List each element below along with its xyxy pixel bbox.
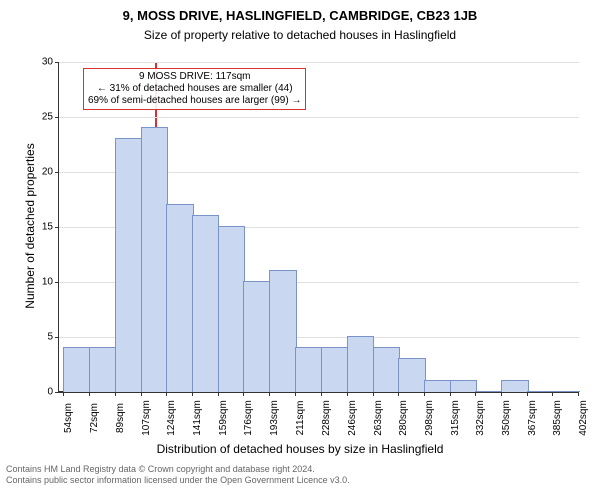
bar <box>475 391 503 392</box>
bar <box>424 380 452 392</box>
footer-line2: Contains public sector information licen… <box>6 475 350 486</box>
xtick-mark <box>192 392 193 396</box>
xtick-label: 367sqm <box>527 400 538 436</box>
bar <box>398 358 426 392</box>
xtick-mark <box>141 392 142 396</box>
xtick-label: 107sqm <box>141 400 152 436</box>
ytick-label: 5 <box>47 332 59 343</box>
bar <box>552 391 580 392</box>
bar <box>373 347 401 392</box>
xtick-label: 280sqm <box>398 400 409 436</box>
xtick-mark <box>373 392 374 396</box>
xtick-label: 350sqm <box>501 400 512 436</box>
xtick-label: 385sqm <box>552 400 563 436</box>
xtick-label: 193sqm <box>269 400 280 436</box>
ytick-label: 0 <box>47 387 59 398</box>
xtick-mark <box>243 392 244 396</box>
xtick-mark <box>218 392 219 396</box>
xtick-mark <box>527 392 528 396</box>
ytick-label: 25 <box>42 112 59 123</box>
bar <box>115 138 143 392</box>
bar <box>243 281 271 392</box>
xtick-mark <box>578 392 579 396</box>
xtick-label: 298sqm <box>424 400 435 436</box>
xtick-label: 246sqm <box>347 400 358 436</box>
y-axis-label: Number of detached properties <box>23 126 37 326</box>
xtick-label: 159sqm <box>218 400 229 436</box>
annotation-line3: 69% of semi-detached houses are larger (… <box>88 95 301 107</box>
xtick-label: 124sqm <box>166 400 177 436</box>
xtick-label: 332sqm <box>475 400 486 436</box>
xtick-mark <box>475 392 476 396</box>
bar <box>192 215 220 392</box>
annotation-box: 9 MOSS DRIVE: 117sqm ← 31% of detached h… <box>83 68 306 110</box>
gridline <box>59 117 579 118</box>
ytick-label: 10 <box>42 277 59 288</box>
ytick-label: 20 <box>42 167 59 178</box>
xtick-mark <box>115 392 116 396</box>
xtick-mark <box>347 392 348 396</box>
x-axis-label: Distribution of detached houses by size … <box>0 442 600 456</box>
bar <box>501 380 529 392</box>
xtick-mark <box>63 392 64 396</box>
xtick-label: 176sqm <box>243 400 254 436</box>
xtick-label: 89sqm <box>115 403 126 433</box>
bar <box>295 347 323 392</box>
chart-subtitle: Size of property relative to detached ho… <box>0 28 600 42</box>
bar <box>527 391 555 392</box>
chart-container: 9, MOSS DRIVE, HASLINGFIELD, CAMBRIDGE, … <box>0 0 600 500</box>
bar <box>89 347 117 392</box>
bar <box>141 127 169 392</box>
gridline <box>59 62 579 63</box>
xtick-label: 54sqm <box>63 403 74 433</box>
xtick-label: 211sqm <box>295 401 306 436</box>
xtick-mark <box>166 392 167 396</box>
footer: Contains HM Land Registry data © Crown c… <box>6 464 350 486</box>
bar <box>321 347 349 392</box>
bar <box>166 204 194 392</box>
xtick-label: 402sqm <box>578 400 589 436</box>
xtick-mark <box>501 392 502 396</box>
ytick-label: 30 <box>42 57 59 68</box>
xtick-mark <box>89 392 90 396</box>
xtick-mark <box>424 392 425 396</box>
xtick-mark <box>450 392 451 396</box>
xtick-label: 263sqm <box>373 400 384 436</box>
bar <box>218 226 246 392</box>
ytick-label: 15 <box>42 222 59 233</box>
bar <box>450 380 478 392</box>
xtick-label: 315sqm <box>450 400 461 436</box>
xtick-mark <box>269 392 270 396</box>
chart-title: 9, MOSS DRIVE, HASLINGFIELD, CAMBRIDGE, … <box>0 8 600 23</box>
xtick-label: 72sqm <box>89 403 100 433</box>
bar <box>269 270 297 392</box>
xtick-mark <box>321 392 322 396</box>
annotation-line2: ← 31% of detached houses are smaller (44… <box>88 83 301 95</box>
footer-line1: Contains HM Land Registry data © Crown c… <box>6 464 350 475</box>
xtick-label: 228sqm <box>321 400 332 436</box>
bar <box>63 347 91 392</box>
xtick-mark <box>552 392 553 396</box>
plot-area: 9 MOSS DRIVE: 117sqm ← 31% of detached h… <box>58 62 579 393</box>
bar <box>347 336 375 392</box>
xtick-label: 141sqm <box>192 400 203 436</box>
xtick-mark <box>398 392 399 396</box>
annotation-line1: 9 MOSS DRIVE: 117sqm <box>88 71 301 83</box>
xtick-mark <box>295 392 296 396</box>
